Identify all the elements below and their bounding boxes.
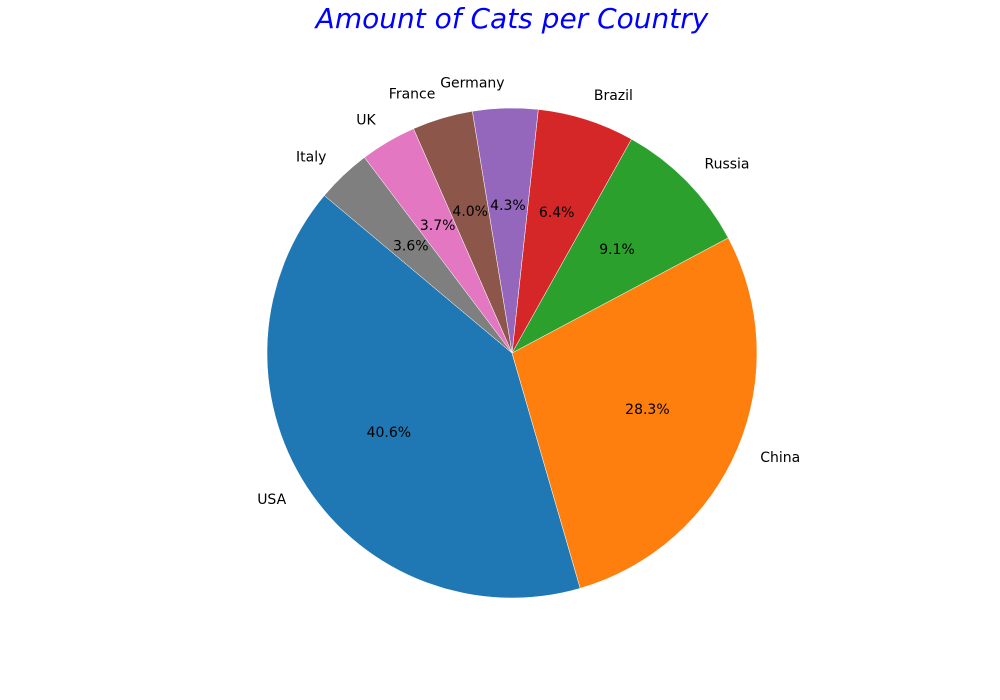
percent-label-brazil: 6.4%: [539, 205, 575, 221]
percent-label-germany: 4.3%: [490, 198, 526, 214]
pie-wedges: [266, 107, 758, 599]
slice-label-france: France: [389, 87, 436, 103]
slice-label-brazil: Brazil: [594, 88, 633, 104]
percent-label-france: 4.0%: [452, 204, 488, 220]
pie-labels: USA 40.6% China 28.3% Russia 9.1% Brazil 6.4% Ge…: [257, 76, 800, 509]
slice-label-russia: Russia: [704, 156, 749, 172]
slice-label-china: China: [760, 450, 800, 466]
pie-slice-italy: [323, 157, 513, 354]
percent-label-china: 28.3%: [625, 402, 669, 418]
slice-label-usa: USA: [257, 492, 286, 508]
pie-slice-russia: [511, 138, 729, 354]
percent-label-usa: 40.6%: [367, 425, 411, 441]
pie-slice-usa: [266, 195, 581, 599]
slice-label-uk: UK: [356, 113, 376, 129]
pie-slice-china: [511, 237, 758, 589]
percent-label-russia: 9.1%: [599, 242, 635, 258]
slice-label-italy: Italy: [296, 150, 326, 166]
percent-label-uk: 3.7%: [420, 218, 456, 234]
chart-title: Amount of Cats per Country: [314, 2, 709, 35]
percent-label-italy: 3.6%: [393, 238, 429, 254]
slice-label-germany: Germany: [440, 76, 504, 92]
